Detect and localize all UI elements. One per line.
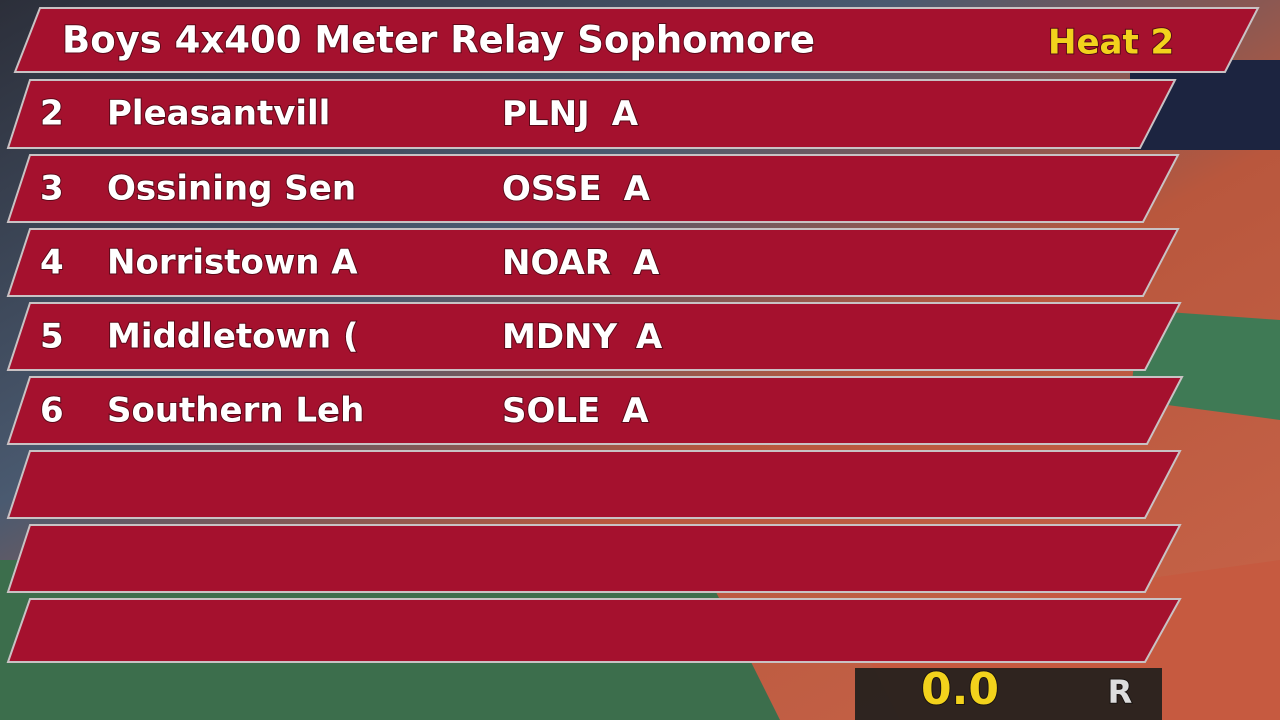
team-name: Pleasantvill [107, 94, 330, 134]
code: SOLE [502, 391, 600, 431]
code: NOAR [502, 243, 611, 283]
team-code: MDNY A [502, 317, 663, 357]
team-name: Southern Leh [107, 391, 364, 431]
section: A [624, 169, 651, 209]
section: A [636, 317, 663, 357]
timer-box: 0.0 R [855, 663, 1162, 720]
section: A [622, 391, 649, 431]
team-name: Norristown A [107, 243, 358, 283]
lane: 5 [40, 317, 64, 357]
team-name: Middletown ( [107, 317, 358, 357]
lane: 2 [40, 94, 64, 134]
team-code: OSSE A [502, 169, 651, 209]
row-texts: 2 Pleasantvill PLNJ A3 Ossining Sen OSSE A4 Nor… [39, 93, 664, 432]
result-rows [6, 79, 1184, 663]
heat-label: Heat 2 [1048, 23, 1174, 63]
lane: 3 [40, 169, 64, 209]
team-code: NOAR A [502, 243, 660, 283]
title-bar: Boys 4x400 Meter Relay Sophomore Heat 2 [13, 7, 1260, 73]
code: PLNJ [502, 94, 590, 134]
team-name: Ossining Sen [107, 169, 356, 209]
logo-mark: R [1108, 673, 1133, 711]
code: MDNY [502, 317, 618, 357]
code: OSSE [502, 169, 602, 209]
timer: 0.0 [921, 664, 999, 715]
section: A [633, 243, 660, 283]
lane: 6 [40, 391, 64, 431]
team-code: SOLE A [502, 391, 649, 431]
event-title: Boys 4x400 Meter Relay Sophomore [62, 19, 815, 62]
section: A [612, 94, 639, 134]
team-code: PLNJ A [502, 94, 639, 134]
lane: 4 [40, 243, 64, 283]
